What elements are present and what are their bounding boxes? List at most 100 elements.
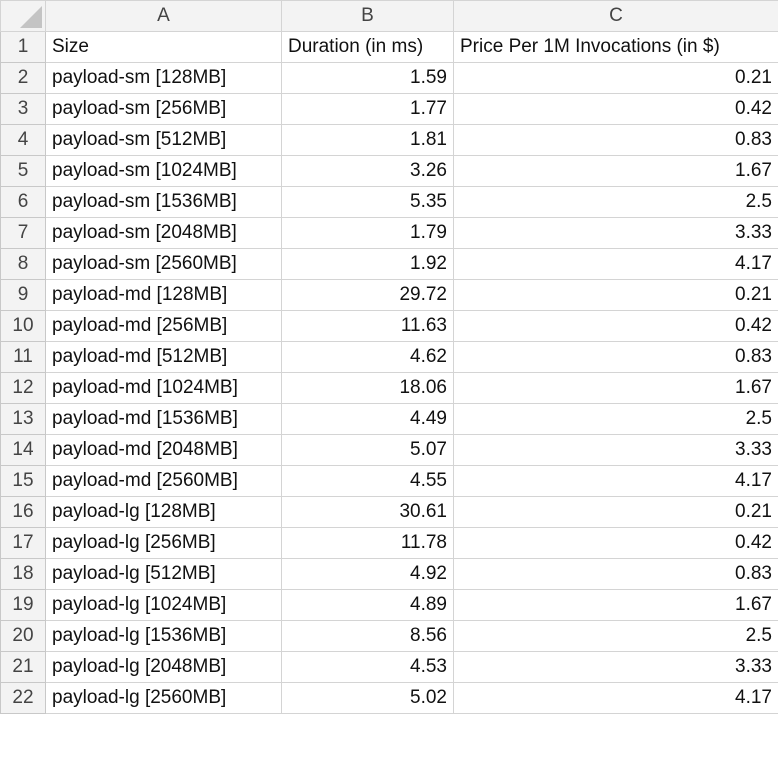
table-row: 10 payload-md [256MB] 11.63 0.42 bbox=[0, 310, 778, 342]
cell-duration[interactable]: 1.92 bbox=[281, 248, 454, 280]
row-header[interactable]: 16 bbox=[0, 496, 46, 528]
cell-price[interactable]: 0.83 bbox=[453, 341, 778, 373]
cell-price[interactable]: 0.21 bbox=[453, 279, 778, 311]
cell-size[interactable]: payload-lg [256MB] bbox=[45, 527, 282, 559]
cell-duration[interactable]: 1.59 bbox=[281, 62, 454, 94]
cell-price[interactable]: 4.17 bbox=[453, 682, 778, 714]
cell-size[interactable]: payload-sm [1024MB] bbox=[45, 155, 282, 187]
cell-size[interactable]: payload-md [128MB] bbox=[45, 279, 282, 311]
cell-size[interactable]: payload-lg [1024MB] bbox=[45, 589, 282, 621]
row-header[interactable]: 10 bbox=[0, 310, 46, 342]
row-header[interactable]: 6 bbox=[0, 186, 46, 218]
table-row: 12 payload-md [1024MB] 18.06 1.67 bbox=[0, 372, 778, 404]
row-header[interactable]: 22 bbox=[0, 682, 46, 714]
cell-price[interactable]: 0.83 bbox=[453, 124, 778, 156]
cell-duration[interactable]: 11.78 bbox=[281, 527, 454, 559]
row-header[interactable]: 20 bbox=[0, 620, 46, 652]
cell-price[interactable]: 4.17 bbox=[453, 465, 778, 497]
row-header[interactable]: 13 bbox=[0, 403, 46, 435]
cell-duration[interactable]: 4.89 bbox=[281, 589, 454, 621]
column-header-c[interactable]: C bbox=[453, 0, 778, 32]
cell-duration[interactable]: 4.55 bbox=[281, 465, 454, 497]
table-row: 20 payload-lg [1536MB] 8.56 2.5 bbox=[0, 620, 778, 652]
cell-duration[interactable]: 5.07 bbox=[281, 434, 454, 466]
column-header-b[interactable]: B bbox=[281, 0, 454, 32]
cell-duration[interactable]: 5.35 bbox=[281, 186, 454, 218]
cell-duration[interactable]: 11.63 bbox=[281, 310, 454, 342]
cell-size[interactable]: payload-sm [1536MB] bbox=[45, 186, 282, 218]
cell-price[interactable]: 3.33 bbox=[453, 651, 778, 683]
row-header[interactable]: 4 bbox=[0, 124, 46, 156]
cell-size[interactable]: payload-lg [512MB] bbox=[45, 558, 282, 590]
row-header[interactable]: 1 bbox=[0, 31, 46, 63]
cell-duration[interactable]: 8.56 bbox=[281, 620, 454, 652]
cell-price[interactable]: 4.17 bbox=[453, 248, 778, 280]
cell-price[interactable]: 2.5 bbox=[453, 403, 778, 435]
cell-size[interactable]: payload-sm [2048MB] bbox=[45, 217, 282, 249]
cell-a1[interactable]: Size bbox=[45, 31, 282, 63]
cell-c1[interactable]: Price Per 1M Invocations (in $) bbox=[453, 31, 778, 63]
row-header[interactable]: 5 bbox=[0, 155, 46, 187]
row-header[interactable]: 7 bbox=[0, 217, 46, 249]
cell-size[interactable]: payload-lg [2560MB] bbox=[45, 682, 282, 714]
table-row: 9 payload-md [128MB] 29.72 0.21 bbox=[0, 279, 778, 311]
cell-size[interactable]: payload-lg [1536MB] bbox=[45, 620, 282, 652]
cell-price[interactable]: 2.5 bbox=[453, 620, 778, 652]
cell-price[interactable]: 0.83 bbox=[453, 558, 778, 590]
cell-duration[interactable]: 1.77 bbox=[281, 93, 454, 125]
cell-size[interactable]: payload-lg [128MB] bbox=[45, 496, 282, 528]
cell-size[interactable]: payload-md [512MB] bbox=[45, 341, 282, 373]
cell-price[interactable]: 0.21 bbox=[453, 62, 778, 94]
cell-b1[interactable]: Duration (in ms) bbox=[281, 31, 454, 63]
cell-price[interactable]: 0.42 bbox=[453, 93, 778, 125]
cell-size[interactable]: payload-md [256MB] bbox=[45, 310, 282, 342]
cell-price[interactable]: 1.67 bbox=[453, 155, 778, 187]
cell-price[interactable]: 3.33 bbox=[453, 217, 778, 249]
row-header[interactable]: 19 bbox=[0, 589, 46, 621]
cell-duration[interactable]: 30.61 bbox=[281, 496, 454, 528]
row-header[interactable]: 17 bbox=[0, 527, 46, 559]
column-header-a[interactable]: A bbox=[45, 0, 282, 32]
cell-duration[interactable]: 18.06 bbox=[281, 372, 454, 404]
cell-size[interactable]: payload-sm [128MB] bbox=[45, 62, 282, 94]
cell-price[interactable]: 0.42 bbox=[453, 527, 778, 559]
cell-size[interactable]: payload-md [1536MB] bbox=[45, 403, 282, 435]
cell-duration[interactable]: 5.02 bbox=[281, 682, 454, 714]
row-header[interactable]: 12 bbox=[0, 372, 46, 404]
row-header[interactable]: 8 bbox=[0, 248, 46, 280]
row-header[interactable]: 21 bbox=[0, 651, 46, 683]
cell-duration[interactable]: 29.72 bbox=[281, 279, 454, 311]
cell-price[interactable]: 1.67 bbox=[453, 589, 778, 621]
cell-duration[interactable]: 3.26 bbox=[281, 155, 454, 187]
cell-size[interactable]: payload-sm [256MB] bbox=[45, 93, 282, 125]
cell-duration[interactable]: 4.92 bbox=[281, 558, 454, 590]
table-row: 18 payload-lg [512MB] 4.92 0.83 bbox=[0, 558, 778, 590]
row-header[interactable]: 14 bbox=[0, 434, 46, 466]
row-header[interactable]: 18 bbox=[0, 558, 46, 590]
cell-size[interactable]: payload-md [2560MB] bbox=[45, 465, 282, 497]
cell-size[interactable]: payload-md [2048MB] bbox=[45, 434, 282, 466]
table-row: 1 Size Duration (in ms) Price Per 1M Inv… bbox=[0, 31, 778, 63]
row-header[interactable]: 15 bbox=[0, 465, 46, 497]
cell-duration[interactable]: 4.53 bbox=[281, 651, 454, 683]
row-header[interactable]: 11 bbox=[0, 341, 46, 373]
select-all-corner[interactable] bbox=[0, 0, 46, 32]
cell-price[interactable]: 1.67 bbox=[453, 372, 778, 404]
cell-duration[interactable]: 4.62 bbox=[281, 341, 454, 373]
cell-size[interactable]: payload-lg [2048MB] bbox=[45, 651, 282, 683]
row-header[interactable]: 9 bbox=[0, 279, 46, 311]
spreadsheet-grid: A B C 1 Size Duration (in ms) Price Per … bbox=[0, 0, 778, 714]
cell-price[interactable]: 0.42 bbox=[453, 310, 778, 342]
row-header[interactable]: 2 bbox=[0, 62, 46, 94]
cell-duration[interactable]: 1.79 bbox=[281, 217, 454, 249]
table-row: 16 payload-lg [128MB] 30.61 0.21 bbox=[0, 496, 778, 528]
cell-size[interactable]: payload-sm [2560MB] bbox=[45, 248, 282, 280]
cell-price[interactable]: 3.33 bbox=[453, 434, 778, 466]
cell-duration[interactable]: 4.49 bbox=[281, 403, 454, 435]
cell-price[interactable]: 2.5 bbox=[453, 186, 778, 218]
cell-price[interactable]: 0.21 bbox=[453, 496, 778, 528]
cell-size[interactable]: payload-sm [512MB] bbox=[45, 124, 282, 156]
cell-duration[interactable]: 1.81 bbox=[281, 124, 454, 156]
cell-size[interactable]: payload-md [1024MB] bbox=[45, 372, 282, 404]
row-header[interactable]: 3 bbox=[0, 93, 46, 125]
